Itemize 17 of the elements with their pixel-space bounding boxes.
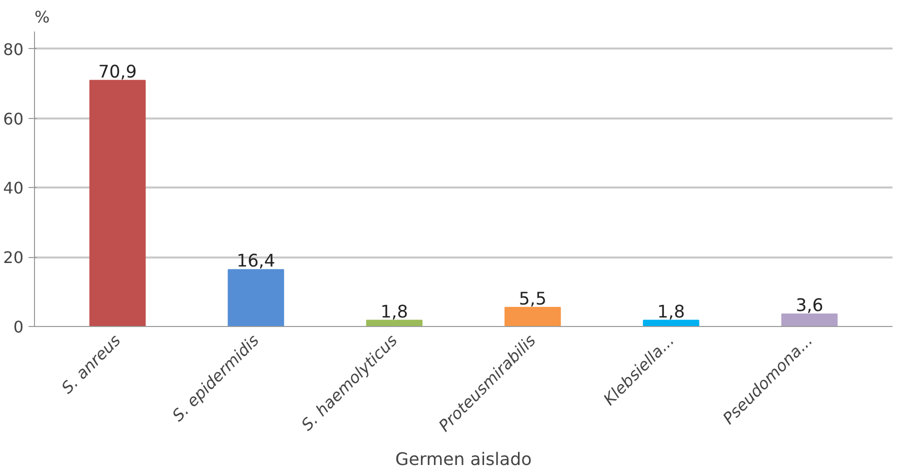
y-tick-label: 40 bbox=[3, 178, 24, 198]
y-tick-label: 60 bbox=[3, 109, 24, 128]
y-tick-label: 80 bbox=[3, 40, 24, 59]
data-label: 1,8 bbox=[657, 302, 685, 322]
y-tick-label: 0 bbox=[13, 318, 24, 336]
bar bbox=[89, 80, 146, 326]
data-label: 16,4 bbox=[236, 252, 276, 272]
bar bbox=[504, 306, 561, 326]
data-label: 70,9 bbox=[98, 62, 137, 82]
y-tick-label: 20 bbox=[3, 248, 24, 268]
data-label: 3,6 bbox=[796, 296, 824, 316]
x-axis-title: Germen aislado bbox=[395, 450, 532, 470]
y-axis-title: % bbox=[34, 8, 50, 26]
data-label: 5,5 bbox=[518, 289, 546, 310]
bar bbox=[781, 314, 838, 326]
data-label: 1,8 bbox=[380, 302, 408, 322]
bar bbox=[228, 269, 284, 326]
